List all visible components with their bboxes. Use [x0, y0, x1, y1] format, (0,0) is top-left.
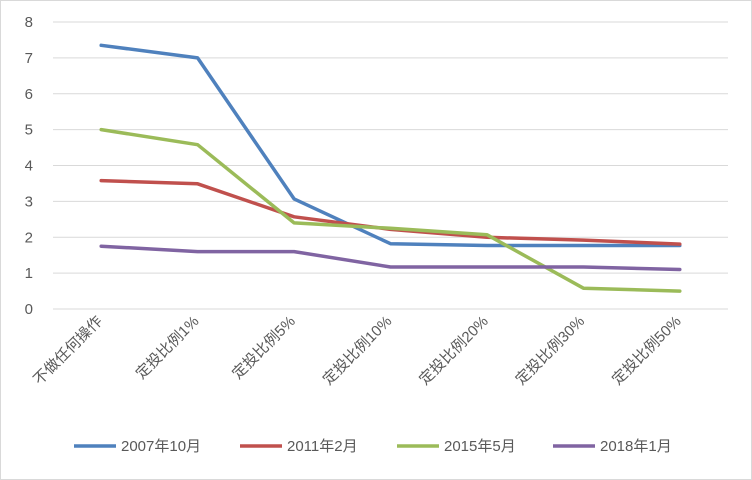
y-tick-label: 1 — [25, 265, 33, 282]
legend: 2007年10月 2011年2月 2015年5月 2018年1月 — [74, 438, 672, 455]
y-tick-label: 8 — [25, 14, 33, 31]
x-tick-label: 不做任何操作 — [30, 313, 106, 389]
x-tick-label: 定投比例30% — [513, 313, 589, 389]
y-tick-label: 5 — [25, 122, 33, 139]
y-tick-label: 3 — [25, 193, 33, 210]
x-tick-label: 定投比例20% — [416, 313, 492, 389]
series-lines — [99, 43, 682, 293]
y-tick-label: 6 — [25, 86, 33, 103]
y-tick-label: 0 — [25, 301, 33, 318]
x-axis-ticks: 不做任何操作 定投比例1% 定投比例5% 定投比例10% 定投比例20% 定投比例30% 定… — [30, 313, 684, 389]
series-line-2 — [99, 127, 682, 293]
x-tick-label: 定投比例50% — [609, 313, 685, 389]
legend-label-2: 2015年5月 — [444, 438, 516, 455]
legend-label-0: 2007年10月 — [121, 438, 201, 455]
y-axis-ticks: 0 1 2 3 4 5 6 7 8 — [25, 14, 33, 318]
series-line-1 — [99, 178, 682, 246]
x-tick-label: 定投比例10% — [320, 313, 396, 389]
x-tick-label: 定投比例1% — [133, 313, 203, 383]
y-tick-label: 7 — [25, 50, 33, 67]
legend-label-1: 2011年2月 — [287, 438, 358, 455]
y-tick-label: 4 — [25, 158, 33, 175]
series-line-0 — [99, 43, 682, 248]
series-line-3 — [99, 244, 682, 272]
gridlines — [53, 21, 728, 310]
y-tick-label: 2 — [25, 229, 33, 246]
x-tick-label: 定投比例5% — [229, 313, 299, 383]
legend-label-3: 2018年1月 — [600, 438, 672, 455]
